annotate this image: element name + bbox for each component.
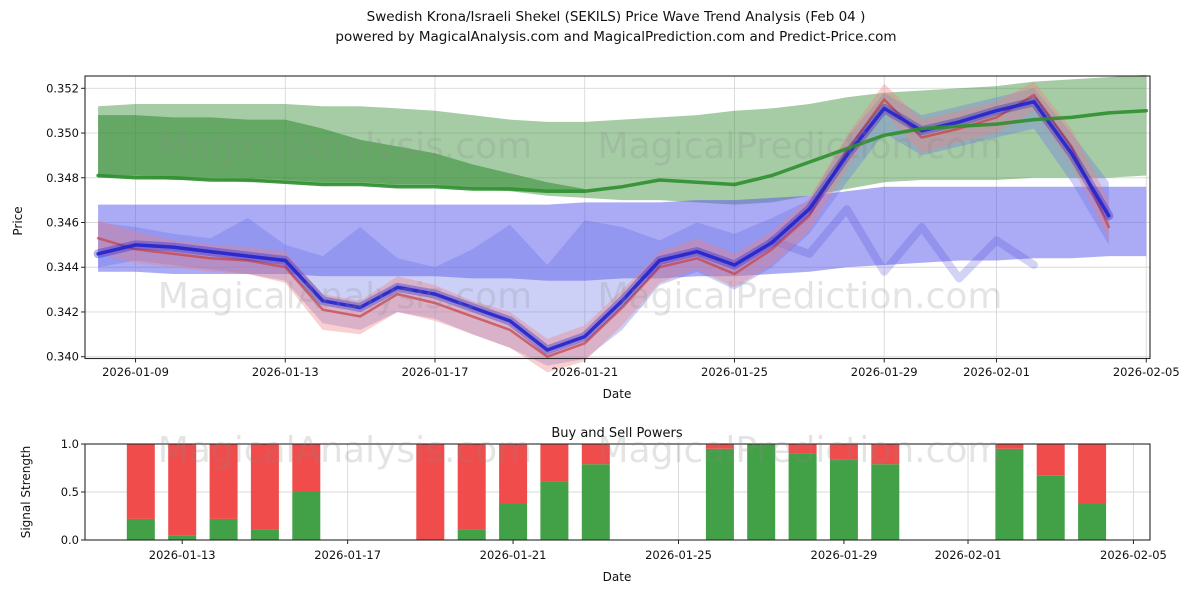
bar-sell-segment [540,444,569,482]
bar-sell-segment [788,444,817,454]
price-plot-frame [84,75,1151,360]
price-xlabel: Date [603,387,632,401]
support-band [98,186,1147,281]
power-x-tick-label: 2026-02-05 [1100,548,1167,562]
price-x-tick-label: 2026-01-17 [402,365,469,379]
watermark-text: MagicalAnalysis.com [158,276,532,317]
bar-buy-segment [209,518,238,540]
bar-sell-segment [499,444,528,504]
price-ylabel: Price [11,206,25,235]
price-y-tick-label: 0.342 [46,305,79,319]
price-y-tick-label: 0.352 [46,81,79,95]
red-price-line [96,93,1111,358]
bar-sell-segment [168,444,197,536]
bar-sell-segment [416,444,445,540]
bar-buy-segment [499,503,528,540]
figure-title-line2: powered by MagicalAnalysis.com and Magic… [335,29,896,45]
bar-sell-segment [581,444,610,465]
price-x-tick-label: 2026-02-05 [1113,365,1180,379]
watermark-text: MagicalPrediction.com [598,430,1003,471]
watermark-text: MagicalAnalysis.com [158,126,532,167]
price-y-tick-label: 0.350 [46,126,79,140]
bar-buy-segment [581,464,610,540]
power-x-tick-label: 2026-01-25 [645,548,712,562]
bar-buy-segment [457,529,486,540]
upper-trend-band-inner [98,115,585,192]
watermark-layer: MagicalAnalysis.com MagicalPrediction.com… [158,126,1003,471]
bar-buy-segment [1036,475,1065,540]
bar-sell-segment [705,444,734,449]
price-x-tick-label: 2026-01-21 [551,365,618,379]
power-y-tick-label: 1.0 [61,437,79,451]
bar-sell-segment [1078,444,1107,504]
price-x-tick-label: 2026-01-25 [701,365,768,379]
bar-buy-segment [788,453,817,540]
tick-layer: 2026-01-09 2026-01-13 2026-01-17 2026-01-21… [46,81,1180,562]
bar-buy-segment [995,448,1024,540]
bar-sell-segment [250,444,279,530]
price-y-tick-label: 0.344 [46,260,79,274]
green-trend-line [96,108,1149,193]
watermark-text: MagicalPrediction.com [598,126,1003,167]
bar-buy-segment [1078,503,1107,540]
bar-buy-segment [871,464,900,540]
figure-title-line1: Swedish Krona/Israeli Shekel (SEKILS) Pr… [367,9,866,25]
price-x-tick-label: 2026-01-29 [851,365,918,379]
power-x-tick-label: 2026-01-29 [811,548,878,562]
bar-buy-segment [292,492,321,540]
price-x-tick-label: 2026-01-13 [252,365,319,379]
power-x-tick-label: 2026-01-13 [149,548,216,562]
bar-sell-segment [292,444,321,492]
price-x-tick-label: 2026-02-01 [963,365,1030,379]
bar-sell-segment [457,444,486,530]
bar-sell-segment [871,444,900,465]
watermark-text: MagicalPrediction.com [598,276,1003,317]
bar-sell-segment [829,444,858,460]
bar-sell-segment [126,444,155,519]
power-chart-title: Buy and Sell Powers [551,426,682,441]
series-layer [93,74,1149,373]
price-y-tick-label: 0.340 [46,350,79,364]
bar-buy-segment [168,535,197,540]
bars-layer [126,444,1107,540]
bar-buy-segment [540,481,569,540]
bar-buy-segment [829,459,858,540]
bar-buy-segment [250,529,279,540]
forecast-cone [98,88,1109,366]
bar-buy-segment [705,448,734,540]
power-ylabel: Signal Strength [19,446,33,539]
bar-sell-segment [209,444,238,519]
price-y-tick-label: 0.348 [46,171,79,185]
power-y-tick-label: 0.0 [61,533,79,547]
power-x-tick-label: 2026-02-01 [935,548,1002,562]
bar-sell-segment [995,444,1024,449]
price-y-tick-label: 0.346 [46,216,79,230]
bar-buy-segment [747,444,776,540]
red-price-band [98,81,1109,373]
bar-sell-segment [1036,444,1065,476]
price-x-tick-label: 2026-01-09 [102,365,169,379]
watermark-text: MagicalAnalysis.com [158,430,532,471]
bar-buy-segment [126,518,155,540]
power-x-tick-label: 2026-01-17 [314,548,381,562]
power-x-tick-label: 2026-01-21 [480,548,547,562]
forecast-zigzag [767,205,1038,283]
power-y-tick-label: 0.5 [61,485,79,499]
power-xlabel: Date [603,570,632,584]
